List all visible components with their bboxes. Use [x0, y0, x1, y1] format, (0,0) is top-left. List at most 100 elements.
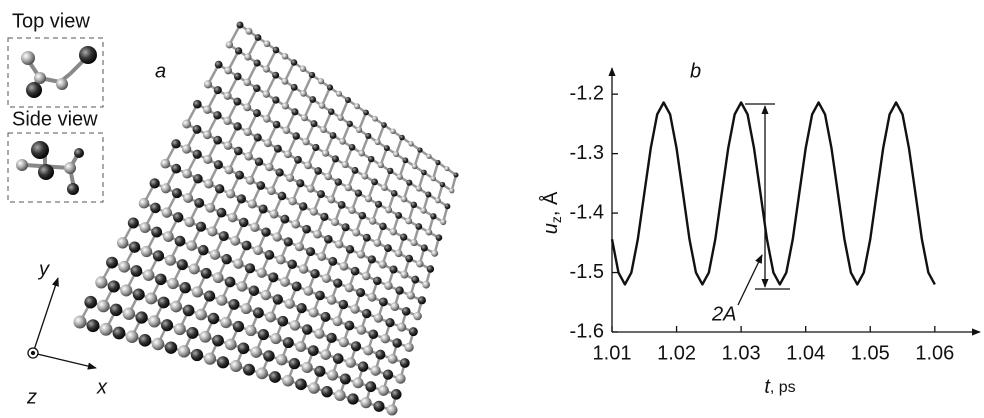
atom [367, 155, 375, 163]
atom [339, 373, 351, 385]
atom [400, 270, 409, 279]
atom [220, 316, 232, 329]
atom [358, 149, 365, 157]
atom [406, 291, 415, 300]
atom [272, 71, 280, 79]
atom [282, 337, 294, 349]
atom [302, 138, 310, 146]
atom [395, 211, 403, 219]
atom [207, 226, 218, 237]
atom [341, 161, 349, 169]
atom [138, 334, 152, 347]
atom [186, 240, 197, 251]
atom [389, 265, 398, 274]
bond [283, 61, 296, 82]
atom [281, 77, 289, 85]
axis-name: z [26, 386, 37, 408]
atom [350, 304, 360, 314]
atom [358, 211, 367, 220]
atom [384, 244, 392, 252]
atom [213, 135, 223, 145]
atom [177, 345, 191, 358]
atom [275, 168, 284, 177]
atom [182, 119, 192, 129]
atom [350, 266, 360, 276]
atom [245, 324, 257, 337]
x-axis-label: t, ps [764, 376, 795, 398]
atom [265, 311, 276, 323]
atom [282, 374, 294, 387]
atom [150, 202, 161, 214]
atom [386, 404, 398, 416]
atom [375, 349, 386, 360]
atom [356, 250, 366, 259]
bond [450, 174, 458, 191]
bond [228, 24, 242, 46]
atom [400, 195, 408, 203]
atom [223, 141, 233, 150]
atom [281, 102, 290, 110]
atom [230, 235, 241, 246]
atom [149, 178, 160, 189]
atom [107, 280, 120, 293]
atom [182, 168, 192, 179]
atom [247, 199, 257, 209]
atom [320, 311, 331, 322]
atom [395, 286, 404, 295]
atom [157, 296, 170, 309]
atom [338, 299, 349, 310]
atom [256, 267, 267, 278]
atom [248, 285, 260, 296]
atom [181, 144, 192, 154]
atom [160, 158, 171, 169]
atom [272, 120, 281, 129]
bond [265, 49, 278, 70]
atom [152, 250, 165, 262]
atom [135, 311, 148, 324]
atom [370, 365, 381, 376]
atom [382, 369, 394, 380]
atom [243, 103, 252, 112]
atom [236, 21, 244, 29]
atom [188, 263, 200, 275]
atom [385, 206, 393, 214]
atom [155, 273, 167, 286]
atom [218, 231, 229, 242]
atom [250, 222, 260, 232]
atom [334, 240, 344, 249]
atom [352, 228, 361, 237]
atom [285, 173, 295, 182]
panel-label: b [690, 60, 701, 82]
atom [367, 255, 376, 264]
atom [328, 108, 335, 115]
atom [425, 228, 433, 236]
atom [182, 304, 195, 317]
atom [379, 222, 387, 231]
atom [267, 186, 276, 196]
atom [299, 202, 308, 211]
atom [282, 126, 291, 135]
atom [216, 207, 227, 218]
atom [164, 341, 178, 354]
atom [204, 290, 216, 302]
atom [203, 105, 212, 115]
atom [327, 369, 339, 381]
atom [97, 299, 110, 313]
atom [227, 212, 238, 223]
atom [372, 115, 378, 122]
atom [402, 157, 409, 164]
atom [320, 212, 329, 221]
atom [272, 294, 283, 305]
atom [313, 229, 322, 239]
atom [329, 132, 337, 139]
atom [221, 254, 232, 265]
atom [378, 385, 389, 396]
atom [317, 190, 325, 199]
atom [421, 169, 427, 176]
atom [138, 197, 150, 209]
atom [244, 152, 253, 161]
bond [246, 36, 260, 58]
atom [225, 189, 236, 199]
atom [312, 143, 320, 152]
atom [234, 47, 243, 55]
